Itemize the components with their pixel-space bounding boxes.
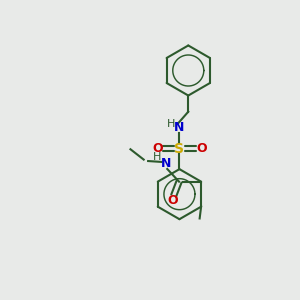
Text: N: N <box>174 122 184 134</box>
Text: O: O <box>168 194 178 207</box>
Text: O: O <box>196 142 207 155</box>
Text: H: H <box>167 119 176 129</box>
Text: H: H <box>153 152 161 162</box>
Text: N: N <box>161 158 172 170</box>
Text: S: S <box>174 142 184 155</box>
Text: O: O <box>152 142 163 155</box>
